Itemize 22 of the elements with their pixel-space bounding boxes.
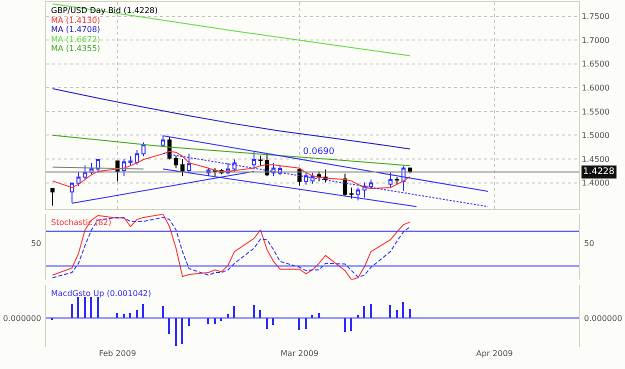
- text: 50: [584, 239, 594, 248]
- y-tick-label: 1.6000: [582, 83, 610, 92]
- series-label: MacdGsto Up (0.001042): [51, 289, 152, 298]
- x-tick-label: Mar 2009: [280, 349, 318, 358]
- text: MA (1.4708): [51, 25, 100, 34]
- x-tick-label: Feb 2009: [98, 349, 136, 358]
- y-tick-label: 1.4000: [582, 178, 610, 188]
- y-tick-label: 1.6500: [582, 60, 610, 69]
- ref-line-label: 0.000000: [3, 314, 42, 323]
- text: 0.000000: [584, 314, 622, 323]
- text: 50: [31, 239, 42, 248]
- ref-line-label: 1.4228: [583, 167, 615, 177]
- text: MA (1.4355): [51, 44, 100, 53]
- y-tick-label: 1.5000: [582, 131, 610, 140]
- text: MA (1.4130): [51, 16, 100, 25]
- y-tick-label: 1.7500: [582, 12, 610, 22]
- y-tick-label: 1.5500: [582, 107, 610, 116]
- y-tick-label: 1.4500: [582, 154, 610, 164]
- text: MA (1.6672): [51, 35, 100, 44]
- x-tick-label: Apr 2009: [476, 349, 513, 358]
- y-tick-label: 1.7000: [582, 36, 610, 45]
- annotation: 0.0690: [303, 147, 335, 157]
